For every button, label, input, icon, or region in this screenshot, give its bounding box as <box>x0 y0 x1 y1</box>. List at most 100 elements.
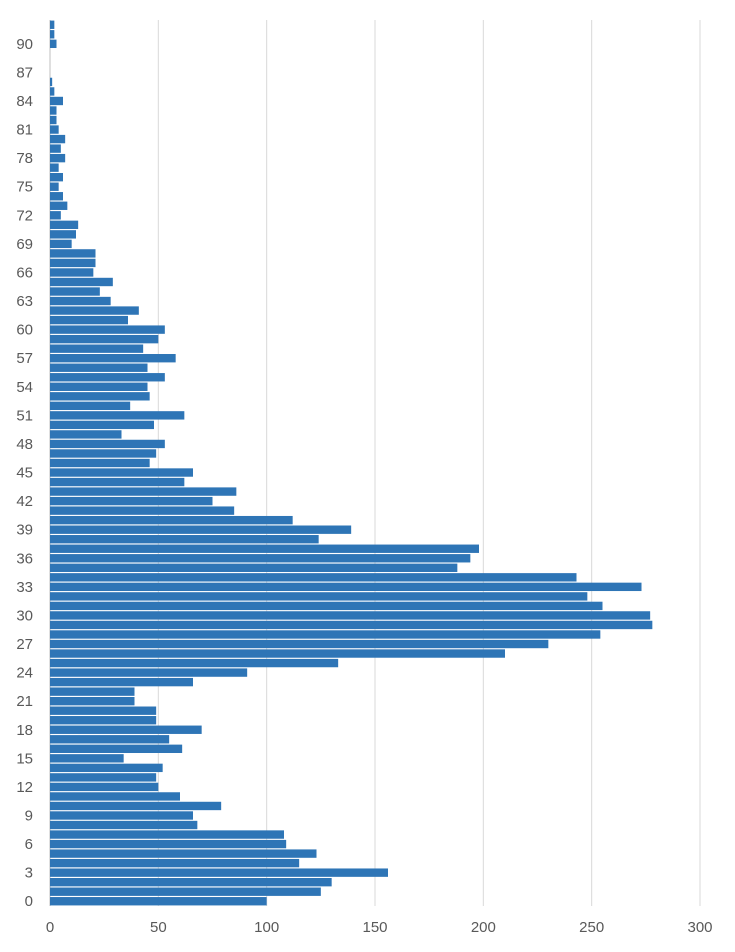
bar <box>50 182 59 191</box>
bar <box>50 344 144 353</box>
bar <box>50 696 135 706</box>
x-axis-tick-labels: 0 50 100 150 200 250 300 <box>46 919 713 936</box>
bar <box>50 144 61 153</box>
bar <box>50 382 148 391</box>
bar <box>50 230 76 239</box>
x-tick-label: 250 <box>579 919 604 936</box>
bar <box>50 449 157 458</box>
bar <box>50 373 165 382</box>
bar <box>50 830 284 839</box>
bar <box>50 668 248 677</box>
gridlines <box>49 20 701 906</box>
bar <box>50 535 319 544</box>
x-tick-label: 150 <box>362 919 387 936</box>
bar <box>50 96 63 106</box>
bar <box>50 897 267 906</box>
y-tick-label: 75 <box>16 179 33 196</box>
bar <box>50 630 601 639</box>
bar <box>50 811 193 820</box>
bar <box>50 725 202 734</box>
bar <box>50 153 66 163</box>
bar <box>50 601 603 611</box>
bar <box>50 658 339 668</box>
y-tick-label: 21 <box>16 693 33 710</box>
bar <box>50 134 66 144</box>
bar <box>50 877 332 887</box>
bar <box>50 125 59 134</box>
y-tick-label: 6 <box>25 836 33 853</box>
y-tick-label: 3 <box>25 865 33 882</box>
y-tick-label: 24 <box>16 665 33 682</box>
y-tick-label: 60 <box>16 322 33 339</box>
bar <box>50 887 321 896</box>
bar <box>50 20 55 29</box>
y-tick-label: 72 <box>16 207 33 224</box>
y-tick-label: 33 <box>16 579 33 596</box>
bar <box>50 487 237 496</box>
bar <box>50 258 96 268</box>
bar <box>50 820 198 830</box>
bar <box>50 849 317 858</box>
bar <box>50 30 55 39</box>
y-tick-label: 18 <box>16 722 33 739</box>
bar <box>50 868 388 877</box>
bar <box>50 392 150 401</box>
y-tick-label: 69 <box>16 236 33 253</box>
bar <box>50 458 150 468</box>
bar <box>50 858 300 868</box>
bars <box>50 20 653 906</box>
bar <box>50 211 61 220</box>
bar <box>50 573 577 582</box>
bar <box>50 420 154 430</box>
y-tick-label: 27 <box>16 636 33 653</box>
bar <box>50 706 157 715</box>
bar <box>50 792 180 801</box>
x-tick-label: 50 <box>150 919 167 936</box>
bar <box>50 411 185 420</box>
x-tick-label: 0 <box>46 919 54 936</box>
bar <box>50 192 63 201</box>
bar <box>50 296 111 306</box>
y-tick-label: 84 <box>16 93 33 110</box>
bar <box>50 173 63 182</box>
bar <box>50 506 235 515</box>
bar <box>50 639 549 649</box>
bar <box>50 334 159 344</box>
bar <box>50 782 159 792</box>
y-tick-label: 0 <box>25 893 33 910</box>
bar <box>50 287 100 296</box>
bar <box>50 306 139 315</box>
bar <box>50 87 55 96</box>
y-tick-label: 36 <box>16 550 33 567</box>
bar <box>50 754 124 763</box>
bar <box>50 620 653 630</box>
y-tick-label: 57 <box>16 350 33 367</box>
bar <box>50 477 185 487</box>
y-tick-label: 66 <box>16 264 33 281</box>
y-tick-label: 81 <box>16 122 33 139</box>
bar <box>50 677 193 687</box>
bar <box>50 315 128 325</box>
y-tick-label: 15 <box>16 750 33 767</box>
bar <box>50 716 157 725</box>
x-tick-label: 300 <box>687 919 712 936</box>
bar <box>50 582 642 592</box>
bar <box>50 39 57 49</box>
bar <box>50 554 471 563</box>
bar <box>50 268 94 277</box>
bar <box>50 115 57 125</box>
bar <box>50 77 53 87</box>
y-tick-label: 39 <box>16 522 33 539</box>
bar <box>50 525 352 534</box>
bar <box>50 325 165 334</box>
bar <box>50 496 213 506</box>
bar <box>50 220 79 230</box>
bar <box>50 239 72 249</box>
bar <box>50 801 222 811</box>
bar <box>50 744 183 753</box>
y-tick-label: 51 <box>16 407 33 424</box>
bar <box>50 735 170 744</box>
y-tick-label: 30 <box>16 607 33 624</box>
bar <box>50 515 293 525</box>
